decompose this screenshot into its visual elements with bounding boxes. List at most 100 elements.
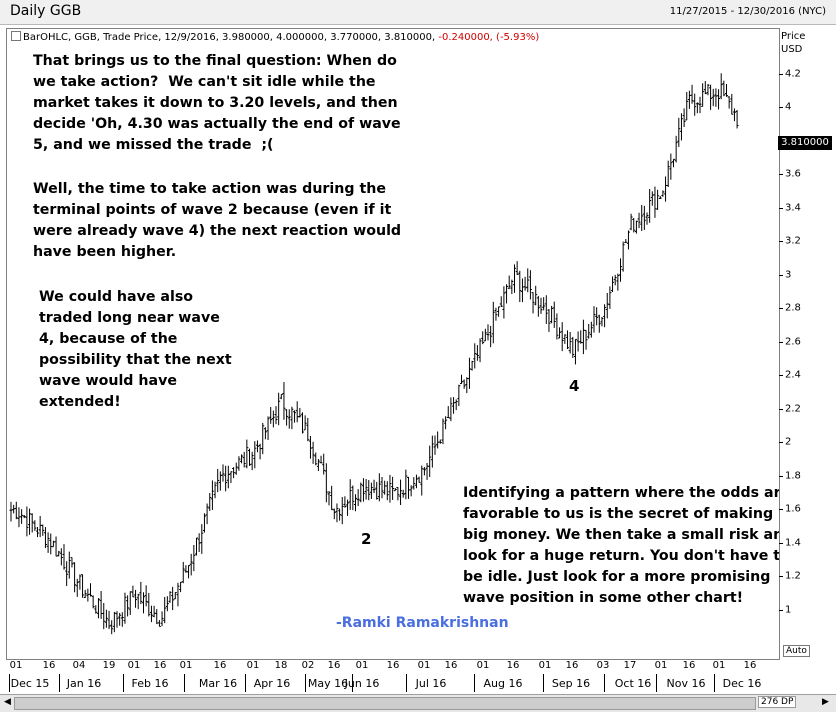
plot-area[interactable]: BarOHLC, GGB, Trade Price, 12/9/2016, 3.… (6, 28, 780, 660)
ohlc-bar (677, 117, 681, 147)
ohlc-bar (457, 384, 461, 406)
ohlc-bar (460, 374, 463, 385)
ohlc-bar (269, 407, 273, 424)
ohlc-bar (441, 418, 445, 445)
ohlc-bar (674, 135, 678, 163)
ohlc-bar (568, 332, 572, 354)
x-month-label: May 16 (307, 677, 349, 690)
ohlc-bar (356, 489, 360, 507)
ohlc-bar (679, 113, 683, 141)
ohlc-bar (391, 476, 395, 500)
ohlc-bar (462, 379, 466, 389)
ohlc-bar (43, 527, 47, 549)
ohlc-bar (526, 268, 530, 293)
ohlc-bar (486, 324, 490, 341)
ohlc-bar (706, 83, 710, 96)
ohlc-bar (449, 397, 453, 422)
ohlc-bar (338, 508, 342, 521)
ohlc-bar (404, 469, 408, 500)
y-tick-label: 1.4 (785, 537, 801, 548)
ohlc-bar (621, 241, 625, 272)
y-tick-label: 2.8 (785, 302, 801, 314)
ohlc-bar (732, 108, 736, 122)
scroll-right-arrow-icon[interactable]: ▶ (822, 697, 829, 707)
ohlc-bar (102, 603, 106, 630)
ohlc-bar (499, 296, 503, 308)
y-axis: Price USD 1 1.2 1.4 1.6 1.8 2 2.2 2.4 2.6 2.8 3 3.2 3… (778, 28, 836, 659)
ohlc-bar (719, 73, 723, 100)
ohlc-bar (20, 509, 24, 524)
y-tick-mark (779, 509, 783, 510)
settings-icon[interactable] (11, 31, 21, 41)
scrollbar[interactable]: ◀ 276 DP ▶ (0, 694, 836, 712)
ohlc-bar (709, 84, 713, 110)
ohlc-bar (12, 504, 16, 514)
ohlc-bar (28, 508, 32, 535)
y-tick-mark (779, 576, 783, 577)
y-tick-label: 2 (785, 436, 792, 448)
scroll-thumb[interactable] (14, 697, 756, 710)
ohlc-bar (179, 581, 183, 593)
ohlc-bar (351, 485, 355, 511)
ohlc-bar (589, 321, 593, 338)
ohlc-bar (147, 592, 151, 617)
y-tick-mark (779, 241, 783, 242)
x-month-label: Sep 16 (551, 677, 591, 690)
ohlc-bar (308, 436, 312, 459)
ohlc-bar (316, 459, 320, 472)
wave-label-2: 2 (361, 530, 372, 548)
data-points-indicator[interactable]: 276 DP (758, 696, 797, 708)
ohlc-bar (62, 544, 66, 570)
x-month-separator (604, 674, 605, 692)
ohlc-bar (510, 279, 514, 295)
auto-scale-button[interactable]: Auto (783, 645, 810, 657)
x-day-label: 16 (42, 660, 56, 671)
ohlc-bar (245, 439, 249, 469)
ohlc-bar (160, 611, 164, 627)
ohlc-bar (343, 496, 347, 508)
ohlc-bar (134, 589, 138, 608)
ohlc-bar (189, 553, 193, 576)
ohlc-bar (656, 189, 660, 210)
x-day-label: 01 (179, 660, 193, 671)
ohlc-bar (550, 305, 554, 324)
ohlc-bar (38, 515, 42, 538)
ohlc-bar (497, 306, 501, 317)
ohlc-bar (73, 562, 77, 593)
ohlc-bar (608, 286, 612, 309)
ohlc-bar (197, 533, 201, 552)
ohlc-bar (202, 513, 206, 533)
ohlc-bar (346, 499, 350, 516)
ohlc-bar (430, 435, 434, 468)
ohlc-bar (115, 611, 119, 628)
ohlc-bar (422, 467, 426, 476)
scroll-left-arrow-icon[interactable]: ◀ (4, 697, 11, 707)
ohlc-bar (57, 550, 61, 557)
x-month-label: Jun 16 (344, 677, 380, 690)
ohlc-bar (59, 548, 63, 566)
ohlc-bar (425, 462, 429, 480)
ohlc-bar (229, 471, 233, 484)
y-tick-mark (779, 308, 783, 309)
ohlc-bar (200, 524, 204, 554)
ohlc-bar (263, 427, 267, 440)
ohlc-bar (46, 532, 50, 553)
x-month-separator (474, 674, 475, 692)
ohlc-bar (218, 471, 222, 491)
ohlc-bar (603, 304, 607, 328)
y-tick-mark (779, 174, 783, 175)
ohlc-bar (192, 545, 196, 572)
signature: -Ramki Ramakrishnan (336, 615, 509, 631)
ohlc-bar (277, 392, 281, 426)
ohlc-bar (311, 441, 315, 464)
ohlc-bar (465, 377, 469, 394)
ohlc-bar (571, 336, 575, 358)
ohlc-bar (505, 284, 509, 304)
ohlc-bar (335, 503, 339, 523)
x-month-label: Jan 16 (66, 677, 102, 690)
ohlc-bar (552, 301, 556, 328)
y-tick-mark (779, 542, 783, 544)
ohlc-bar (544, 295, 548, 324)
ohlc-bar (9, 501, 13, 522)
ohlc-bar (579, 330, 583, 344)
